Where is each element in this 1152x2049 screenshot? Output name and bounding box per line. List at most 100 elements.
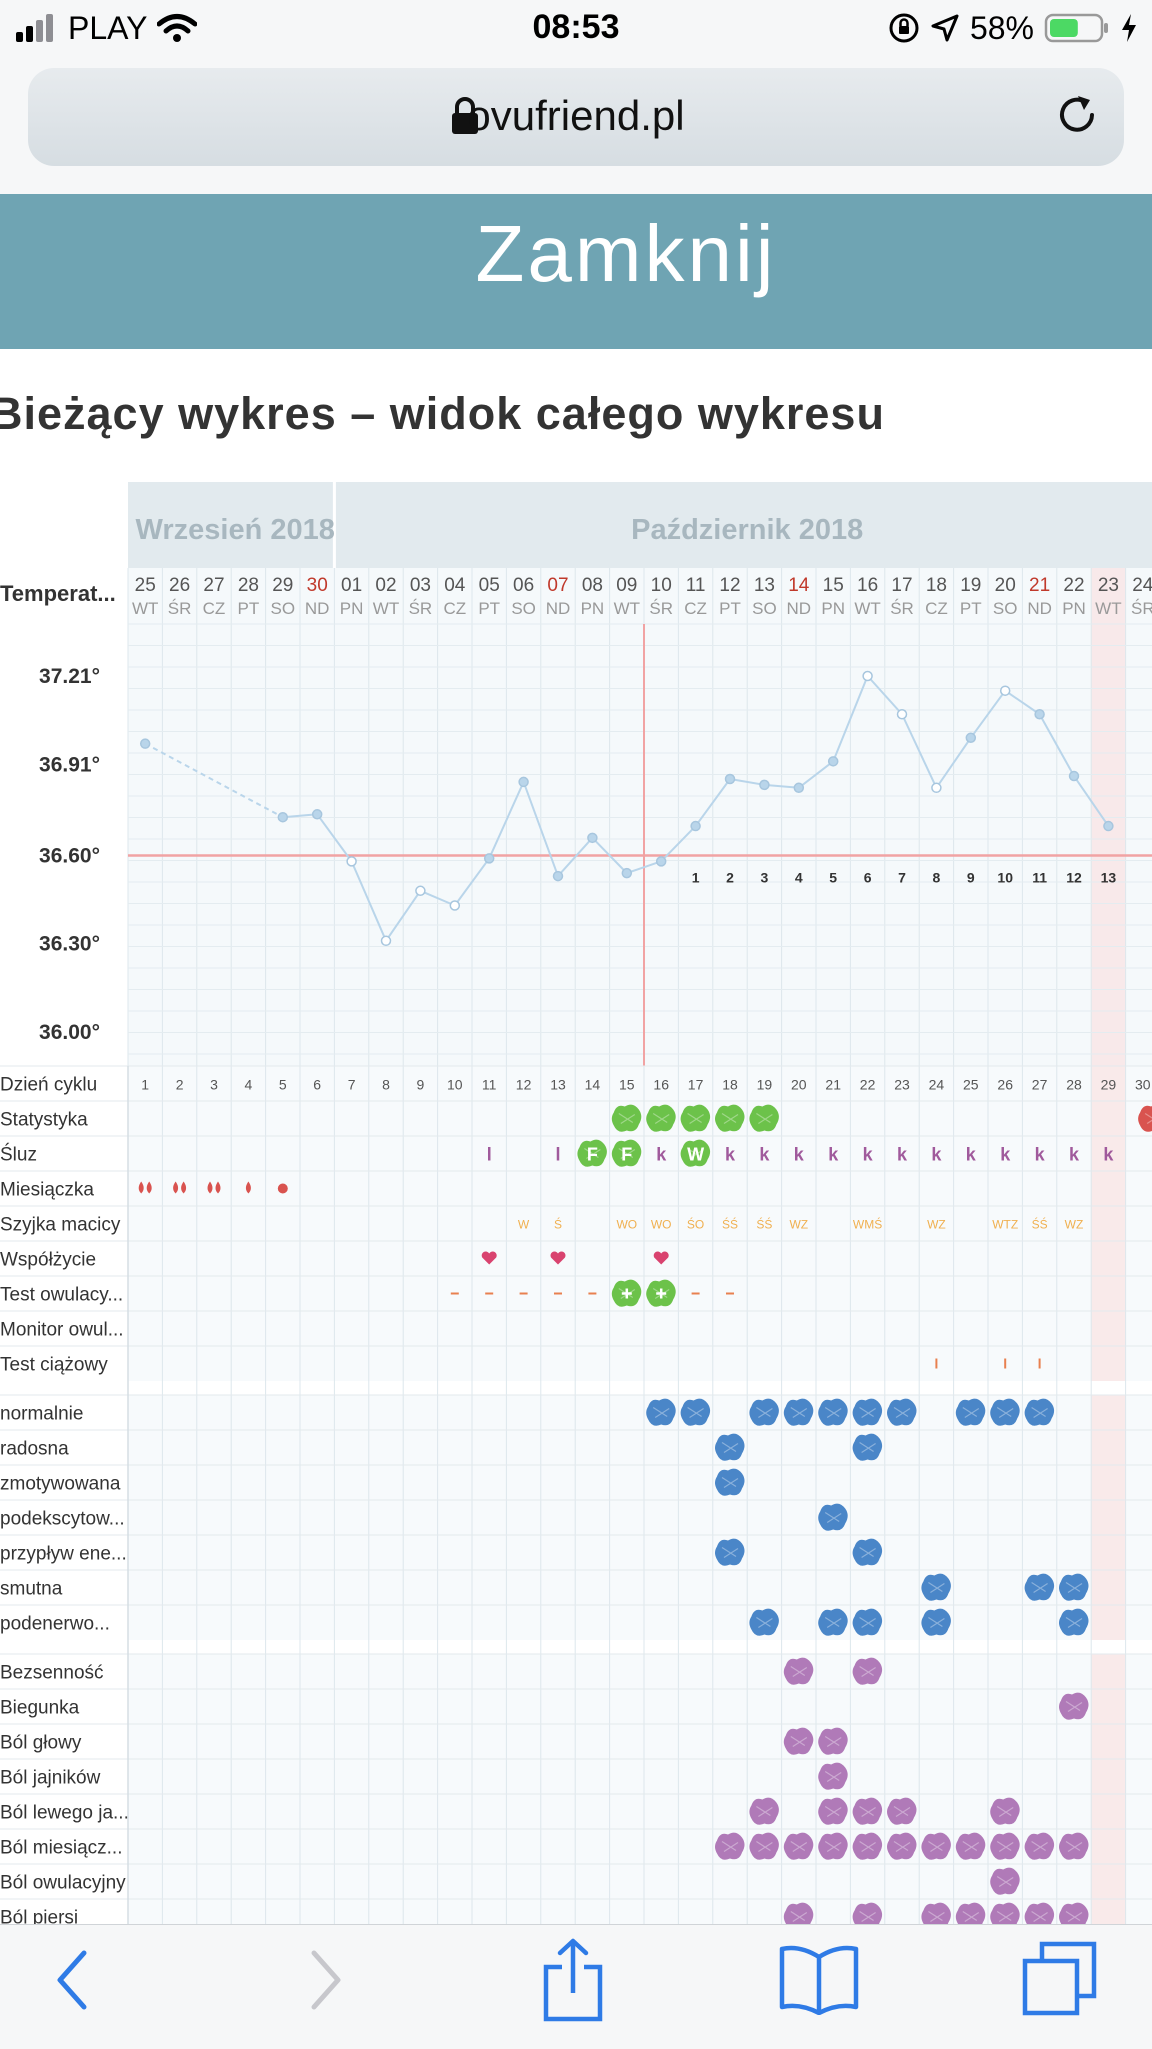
carrier-group: PLAY	[14, 10, 198, 46]
symptom-mark-texture	[1065, 1910, 1083, 1923]
day-weekday: WT	[1095, 599, 1121, 618]
post-ovulation-day-number: 10	[997, 869, 1013, 885]
statistics-mark-texture	[652, 1112, 670, 1125]
symptom-mark-texture	[1065, 1840, 1083, 1853]
mood-mark-texture	[928, 1616, 945, 1629]
row-label: Statystyka	[0, 1110, 88, 1131]
post-ovulation-day-number: 9	[967, 869, 975, 885]
mood-mark-texture	[756, 1406, 773, 1419]
symptom-mark	[852, 1832, 883, 1860]
mucus-label: k	[1000, 1145, 1011, 1165]
symptom-mark	[1059, 1902, 1089, 1924]
close-bar[interactable]: Zamknij	[0, 194, 1152, 349]
mucus-label: k	[1103, 1145, 1114, 1165]
cycle-day-number: 11	[482, 1077, 497, 1093]
day-number: 01	[341, 575, 362, 596]
temperature-point	[621, 867, 633, 879]
url-text[interactable]: ovufriend.pl	[467, 92, 685, 139]
tabs-icon[interactable]	[1022, 1941, 1098, 2017]
day-number: 30	[307, 575, 328, 596]
statistics-mark	[611, 1104, 642, 1132]
temperature-segment	[350, 860, 387, 942]
cycle-day-number: 2	[176, 1077, 184, 1093]
symptom-mark	[921, 1832, 951, 1860]
day-weekday: PN	[340, 599, 364, 618]
day-number: 20	[995, 575, 1016, 596]
row-label: Śluz	[0, 1144, 37, 1166]
temperature-segment	[969, 690, 1007, 739]
statistics-mark	[680, 1104, 711, 1132]
symptom-mark	[1059, 1832, 1089, 1860]
mucus-label: k	[931, 1145, 942, 1165]
day-weekday: CZ	[443, 599, 466, 618]
cycle-day-number: 30	[1135, 1077, 1151, 1093]
cycle-day-number: 28	[1066, 1077, 1082, 1093]
cycle-day-number: 1	[141, 1077, 149, 1093]
mood-mark-texture	[893, 1406, 911, 1419]
mucus-label: k	[656, 1145, 667, 1165]
period-drop	[245, 1181, 251, 1194]
cervix-label: ŚŚ	[1032, 1217, 1048, 1232]
month-header-bg	[128, 482, 1152, 568]
mood-mark	[852, 1398, 883, 1426]
temperature-segment	[798, 760, 834, 789]
mood-mark	[887, 1398, 917, 1426]
reload-icon[interactable]	[1052, 90, 1102, 140]
close-button[interactable]: Zamknij	[475, 209, 777, 298]
temperature-segment	[488, 781, 525, 859]
day-number: 04	[444, 575, 466, 596]
temperature-tick: 36.00°	[39, 1021, 100, 1044]
statistics-mark-texture	[756, 1112, 773, 1125]
day-weekday: ŚR	[168, 599, 192, 618]
symptom-mark-texture	[996, 1805, 1014, 1818]
mood-mark	[715, 1468, 745, 1496]
temperature-point	[896, 708, 908, 720]
cycle-day-number: 4	[245, 1077, 253, 1093]
mood-mark-texture	[756, 1616, 773, 1629]
plus-icon	[656, 1288, 667, 1299]
forward-icon[interactable]	[306, 1945, 346, 2015]
lock-icon	[452, 97, 478, 134]
day-number: 18	[926, 575, 947, 596]
mucus-mark-texture	[687, 1147, 704, 1160]
mood-mark-texture	[1065, 1616, 1083, 1629]
mucus-label: k	[794, 1145, 805, 1165]
temperature-segment	[1004, 689, 1041, 716]
symptom-mark	[1024, 1832, 1055, 1860]
symptom-mark-texture	[756, 1805, 773, 1818]
day-number: 12	[719, 575, 740, 596]
cycle-day-number: 3	[210, 1077, 218, 1093]
bookmarks-icon[interactable]	[778, 1943, 860, 2015]
symptom-mark-texture	[790, 1665, 808, 1678]
address-bar[interactable]: ovufriend.pl	[28, 68, 1124, 166]
day-number: 24	[1132, 575, 1152, 596]
post-ovulation-day-number: 8	[933, 869, 941, 885]
symptom-mark	[783, 1727, 814, 1755]
period-drop	[173, 1181, 179, 1194]
share-icon[interactable]	[540, 1937, 606, 2023]
symptom-mark	[955, 1832, 986, 1860]
day-number: 28	[238, 575, 259, 596]
symptom-mark-texture	[859, 1910, 876, 1923]
plus-icon	[621, 1288, 632, 1299]
mood-mark-texture	[721, 1546, 739, 1559]
temperature-segment	[764, 783, 799, 789]
day-number: 15	[823, 575, 844, 596]
symptom-mark	[955, 1902, 986, 1924]
symptom-mark	[921, 1902, 951, 1924]
post-ovulation-day-number: 1	[692, 869, 700, 885]
back-icon[interactable]	[52, 1945, 92, 2015]
temperature-segment	[626, 860, 662, 875]
orientation-lock-icon	[889, 13, 919, 43]
mood-mark-texture	[1031, 1581, 1048, 1594]
temperature-point	[311, 809, 323, 820]
cervix-label: Ś	[554, 1217, 562, 1232]
temperature-segment	[729, 777, 765, 786]
symptom-mark	[887, 1832, 917, 1860]
cervix-label: WZ	[1065, 1218, 1084, 1232]
symptom-mark-texture	[962, 1840, 980, 1853]
mood-mark-texture	[790, 1406, 808, 1419]
day-number: 25	[135, 575, 156, 596]
day-number: 27	[203, 575, 224, 596]
symptom-mark	[749, 1797, 779, 1825]
